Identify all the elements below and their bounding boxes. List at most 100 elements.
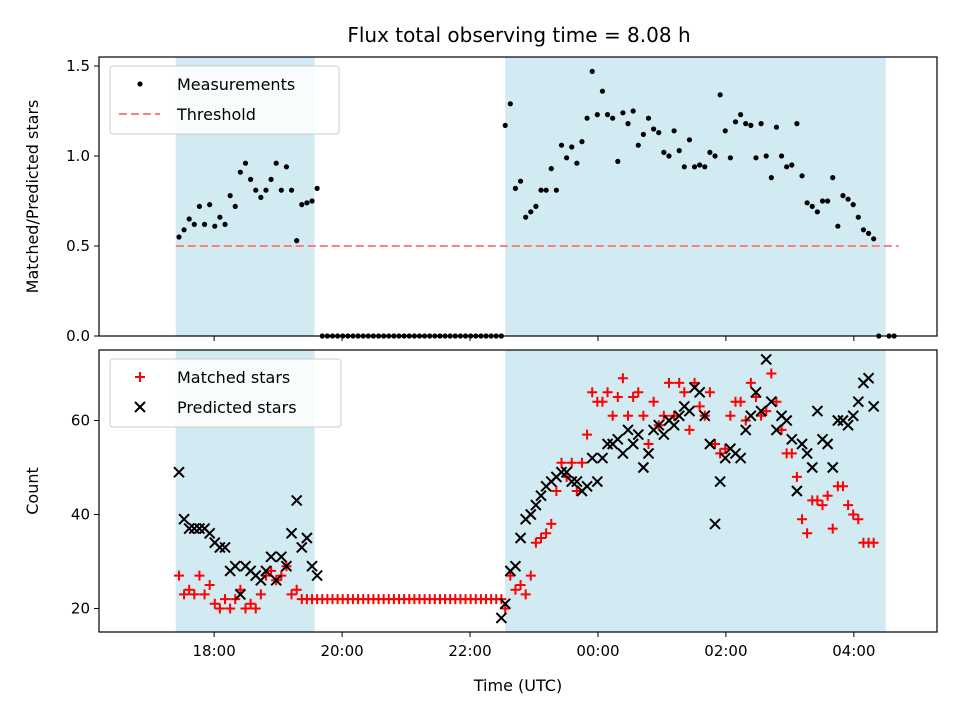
data-point xyxy=(584,115,590,121)
matched-point xyxy=(663,377,674,388)
predicted-point xyxy=(673,410,685,422)
matched-point xyxy=(617,373,628,384)
matched-point xyxy=(510,584,521,595)
data-point xyxy=(569,144,575,150)
legend-box xyxy=(109,65,340,135)
legend: Matched stars Predicted stars xyxy=(109,358,342,428)
predicted-point xyxy=(806,461,818,474)
predicted-point xyxy=(275,551,288,563)
predicted-point xyxy=(234,588,247,601)
panel-1: 0.0 0.5 1.0 1.5 Matched/Predicted stars Measu… xyxy=(23,56,938,345)
data-point xyxy=(309,198,315,204)
predicted-point xyxy=(255,574,267,587)
x-tick-label: 22:00 xyxy=(448,642,491,660)
predicted-point xyxy=(862,372,875,384)
predicted-point xyxy=(811,405,824,417)
legend-box xyxy=(109,358,342,428)
data-point xyxy=(610,115,616,121)
matched-point xyxy=(628,392,639,402)
matched-point xyxy=(571,486,582,496)
matched-point xyxy=(214,603,225,614)
predicted-point xyxy=(203,527,216,540)
matched-point xyxy=(679,387,690,398)
legend-plus-marker xyxy=(135,372,145,382)
matched-point xyxy=(607,410,618,421)
shaded-span-2 xyxy=(505,57,886,336)
data-point xyxy=(758,121,764,127)
predicted-point xyxy=(796,438,808,450)
data-point xyxy=(819,198,826,204)
matched-point xyxy=(853,514,864,525)
predicted-point xyxy=(229,560,241,572)
data-point xyxy=(763,153,769,159)
data-point xyxy=(543,187,549,193)
data-point xyxy=(707,149,713,155)
data-point xyxy=(248,176,254,182)
data-point xyxy=(825,198,831,204)
data-point xyxy=(773,124,780,130)
predicted-point xyxy=(612,433,624,446)
data-point xyxy=(702,164,708,170)
data-point xyxy=(548,166,554,172)
data-point xyxy=(804,200,810,206)
matched-point xyxy=(797,514,808,525)
data-point xyxy=(553,187,559,193)
matched-point xyxy=(837,481,848,492)
data-point xyxy=(620,110,626,116)
predicted-point xyxy=(867,400,880,413)
data-point xyxy=(794,121,800,127)
data-point xyxy=(855,214,861,220)
matched-point xyxy=(209,598,220,609)
data-point xyxy=(850,202,856,208)
data-point xyxy=(778,153,785,159)
data-point xyxy=(533,203,539,209)
data-point xyxy=(845,196,851,202)
predicted-point xyxy=(260,565,272,577)
matched-point xyxy=(633,387,644,398)
matched-point xyxy=(643,439,654,449)
matched-point xyxy=(766,368,777,379)
data-point xyxy=(176,234,182,240)
matched-point xyxy=(541,528,552,539)
predicted-point xyxy=(514,532,527,544)
matched-point xyxy=(587,387,598,398)
predicted-point xyxy=(847,410,859,422)
predicted-point xyxy=(627,438,639,450)
chart-title: Flux total observing time = 8.08 h xyxy=(347,23,690,47)
predicted-point xyxy=(658,428,670,441)
matched-point xyxy=(725,410,736,421)
data-point xyxy=(191,221,197,227)
data-point xyxy=(186,216,192,222)
matched-point xyxy=(648,396,659,407)
data-point xyxy=(288,187,295,193)
predicted-point xyxy=(285,527,298,540)
matched-point xyxy=(566,457,577,468)
data-point xyxy=(201,221,208,227)
matched-point xyxy=(720,443,731,454)
predicted-point xyxy=(306,560,318,572)
data-point xyxy=(314,185,320,191)
predicted-point xyxy=(555,466,568,478)
predicted-point xyxy=(786,433,798,446)
matched-point xyxy=(802,528,813,539)
matched-point xyxy=(735,396,746,407)
predicted-point xyxy=(821,438,834,450)
legend-dot-marker xyxy=(137,81,143,87)
y-axis-label: Matched/Predicted stars xyxy=(23,100,42,294)
data-point xyxy=(258,194,264,200)
matched-point xyxy=(582,429,593,440)
matched-point xyxy=(556,457,567,468)
matched-point xyxy=(184,584,195,595)
data-point xyxy=(814,209,820,215)
predicted-point xyxy=(852,395,865,408)
data-point xyxy=(732,119,739,125)
y-tick-label: 1.0 xyxy=(66,147,90,165)
matched-point xyxy=(291,584,302,595)
matched-point xyxy=(848,509,859,520)
data-point xyxy=(558,142,565,148)
data-point xyxy=(871,236,877,242)
data-point xyxy=(538,187,544,193)
predicted-point xyxy=(683,405,696,417)
data-point xyxy=(517,178,524,184)
matched-point xyxy=(623,410,634,421)
